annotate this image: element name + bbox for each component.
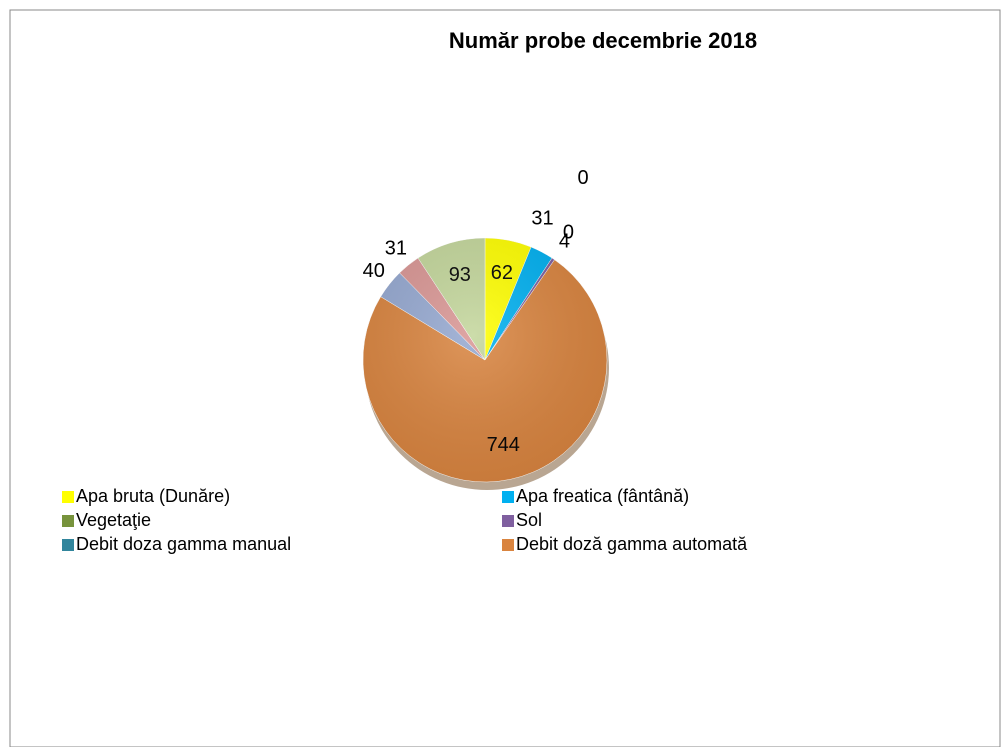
data-label: 93 (449, 264, 471, 286)
data-label: 31 (385, 238, 407, 260)
legend-label: Debit doză gamma automată (516, 534, 748, 554)
chart-title: Număr probe decembrie 2018 (449, 28, 757, 53)
legend-swatch (502, 539, 514, 551)
data-label: 62 (491, 262, 513, 284)
legend-swatch (502, 491, 514, 503)
data-label: 40 (363, 260, 385, 282)
legend-label: Vegetaţie (76, 510, 151, 530)
legend-swatch (62, 539, 74, 551)
legend-label: Apa bruta (Dunăre) (76, 486, 230, 506)
data-label: 744 (487, 434, 520, 456)
data-label: 31 (531, 208, 553, 230)
legend-swatch (502, 515, 514, 527)
legend-label: Debit doza gamma manual (76, 534, 291, 554)
legend-label: Sol (516, 510, 542, 530)
data-label: 0 (577, 167, 588, 189)
data-label: 0 (563, 221, 574, 243)
legend-swatch (62, 515, 74, 527)
data-label: 4 (559, 231, 570, 253)
legend-swatch (62, 491, 74, 503)
legend-label: Apa freatica (fântână) (516, 486, 689, 506)
